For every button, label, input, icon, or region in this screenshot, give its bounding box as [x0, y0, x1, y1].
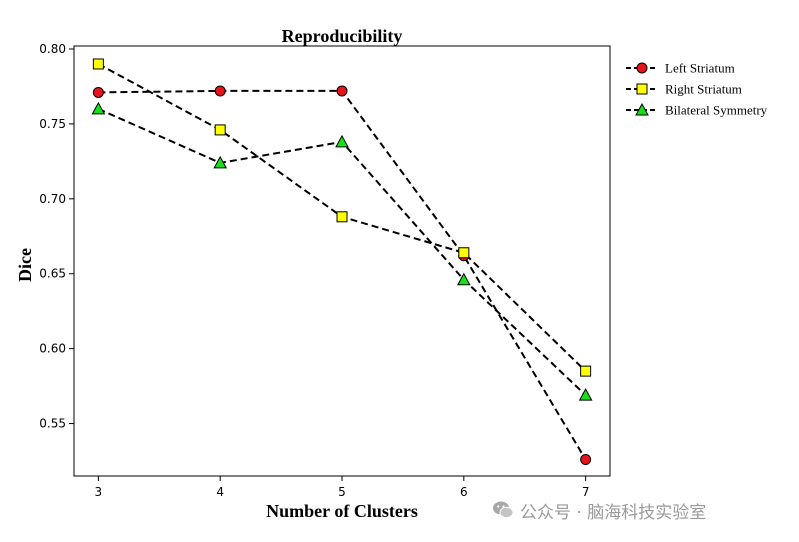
legend-marker	[636, 83, 648, 95]
y-tick-label: 0.75	[39, 117, 66, 131]
y-tick-label: 0.80	[39, 42, 66, 56]
y-tick-label: 0.70	[39, 192, 66, 206]
wechat-icon	[493, 501, 514, 519]
data-point-triangle	[578, 388, 593, 401]
y-axis-title: Dice	[15, 248, 35, 282]
x-tick-label: 4	[216, 485, 224, 499]
axis-ticks: 3 4 5 6 7 0.55 0.60 0.65 0.70 0.75 0.80	[39, 42, 589, 499]
legend: Left Striatum Right Striatum Bilateral Sym…	[626, 61, 768, 118]
data-point-circle	[336, 85, 348, 97]
watermark-text: 公众号 · 脑海科技实验室	[520, 502, 707, 523]
series-markers	[91, 58, 593, 466]
legend-label: Bilateral Symmetry	[665, 103, 768, 118]
x-tick-label: 6	[460, 485, 468, 499]
y-tick-label: 0.65	[39, 267, 66, 281]
x-tick-label: 5	[338, 485, 346, 499]
x-axis-title: Number of Clusters	[266, 501, 418, 521]
data-point-circle	[92, 86, 104, 98]
y-tick-label: 0.55	[39, 417, 66, 431]
data-point-square	[458, 247, 470, 259]
watermark: 公众号 · 脑海科技实验室	[492, 498, 707, 523]
data-point-circle	[580, 454, 592, 466]
data-point-square	[92, 58, 104, 70]
legend-marker	[635, 102, 649, 116]
legend-label: Right Striatum	[665, 82, 742, 97]
data-point-square	[214, 124, 226, 136]
data-point-square	[336, 211, 348, 223]
series-lines	[97, 63, 587, 461]
data-point-triangle	[456, 272, 471, 286]
data-point-triangle	[213, 155, 228, 169]
legend-marker	[636, 62, 648, 74]
data-point-triangle	[335, 134, 349, 148]
y-tick-label: 0.60	[39, 342, 66, 356]
series-line-triangle	[97, 107, 587, 396]
data-point-square	[580, 365, 592, 377]
x-tick-label: 7	[582, 485, 590, 499]
data-point-triangle	[91, 101, 106, 115]
x-tick-label: 3	[95, 485, 103, 499]
data-point-circle	[214, 85, 226, 97]
plot-frame	[73, 45, 611, 477]
chart-title: Reproducibility	[282, 26, 403, 46]
legend-label: Left Striatum	[665, 61, 735, 76]
